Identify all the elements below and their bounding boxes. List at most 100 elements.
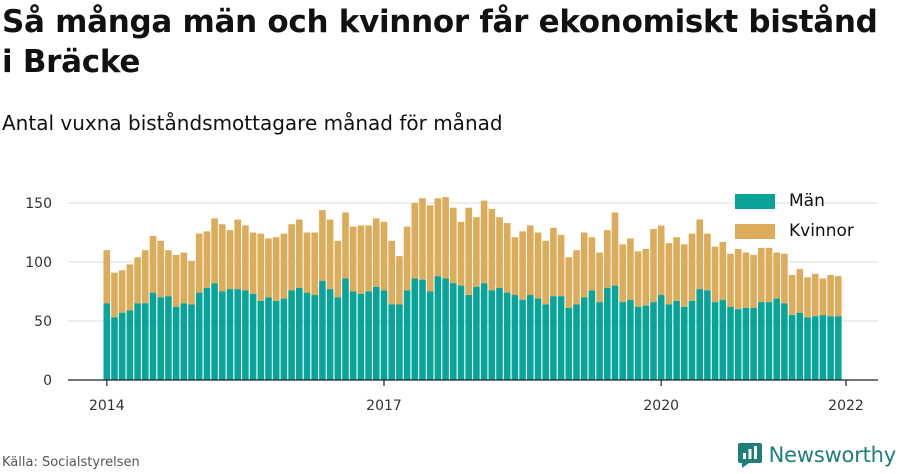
bar-man [550, 296, 557, 380]
bar-man [673, 300, 680, 380]
bar-kvinnor [519, 231, 526, 300]
bar-man [242, 290, 249, 380]
bar-kvinnor [311, 232, 318, 296]
legend-label-women: Kvinnor [789, 221, 854, 241]
bar-kvinnor [234, 219, 241, 290]
bar-kvinnor [288, 224, 295, 291]
bar-man [265, 297, 272, 380]
bar-man [527, 295, 534, 380]
source-note: Källa: Socialstyrelsen [2, 455, 140, 470]
bar-kvinnor [758, 247, 765, 303]
bar-man [118, 312, 126, 380]
bar-kvinnor [365, 225, 372, 292]
bar-man [111, 317, 118, 380]
bar-man [357, 293, 365, 380]
bar-man [203, 287, 211, 380]
bar-kvinnor [719, 241, 727, 300]
x-tick-label-2014: 2014 [89, 398, 125, 414]
bar-man [765, 302, 773, 380]
bar-kvinnor [473, 217, 480, 287]
bar-kvinnor [219, 224, 226, 292]
bar-kvinnor [688, 233, 696, 301]
bar-kvinnor [557, 234, 565, 297]
bar-kvinnor [596, 252, 603, 303]
bar-man [681, 306, 688, 380]
bar-kvinnor [357, 225, 365, 294]
bar-man [165, 296, 172, 380]
bar-kvinnor [781, 253, 788, 304]
bar-man [442, 278, 449, 380]
bar-man [134, 303, 141, 380]
bar-man [342, 278, 349, 380]
bar-man [781, 303, 788, 380]
y-tick-label-100: 100 [25, 255, 52, 271]
bar-kvinnor [203, 231, 211, 288]
bar-man [426, 291, 434, 380]
bar-kvinnor [773, 252, 780, 299]
bar-man [473, 286, 480, 380]
bar-man [665, 304, 673, 380]
bar-kvinnor [496, 217, 503, 288]
bar-kvinnor [480, 200, 488, 284]
bar-man [488, 290, 496, 380]
bar-man [365, 291, 372, 380]
bar-man [457, 285, 465, 380]
bar-man [503, 292, 511, 380]
bar-kvinnor [573, 250, 580, 305]
bar-man [627, 299, 634, 380]
stacked-bar-chart: 0 50 100 150 2014 2017 2020 2022 [25, 196, 878, 414]
y-axis-ticks: 0 50 100 150 [25, 196, 52, 389]
bar-kvinnor [650, 228, 657, 303]
bar-man [272, 300, 280, 380]
bar-kvinnor [634, 251, 642, 307]
bar-kvinnor [296, 219, 303, 288]
bar-kvinnor [565, 257, 573, 309]
bar-kvinnor [696, 219, 703, 290]
bar-man [727, 306, 734, 380]
bar-man [634, 306, 642, 380]
bar-man [657, 295, 665, 380]
bar-man [788, 315, 796, 380]
bar-man [696, 289, 703, 380]
bar-man [334, 297, 342, 380]
bar-kvinnor [411, 203, 419, 279]
bar-man [219, 291, 226, 380]
bar-man [711, 302, 719, 380]
bar-kvinnor [619, 244, 626, 303]
bar-kvinnor [118, 270, 126, 313]
bar-kvinnor [165, 250, 172, 297]
x-tick-label-2020: 2020 [643, 398, 679, 414]
bar-kvinnor [450, 207, 457, 284]
bar-kvinnor [373, 218, 380, 287]
bar-man [388, 304, 395, 380]
bar-kvinnor [542, 240, 549, 305]
bar-kvinnor [665, 243, 673, 305]
bar-kvinnor [396, 256, 403, 305]
bar-man [396, 304, 403, 380]
legend: Män Kvinnor [735, 186, 854, 246]
bar-man [773, 298, 780, 380]
bar-man [519, 299, 526, 380]
y-tick-label-150: 150 [25, 196, 52, 212]
bar-man [542, 304, 549, 380]
bar-man [827, 316, 834, 380]
bar-man [434, 276, 442, 380]
bar-man [573, 304, 580, 380]
bar-man [565, 308, 573, 380]
bar-kvinnor [265, 238, 272, 298]
bar-man [742, 308, 750, 380]
bar-man [596, 302, 603, 380]
y-tick-label-0: 0 [43, 373, 52, 389]
bar-kvinnor [142, 250, 149, 304]
legend-label-men: Män [789, 191, 825, 211]
bar-kvinnor [334, 240, 342, 298]
bar-kvinnor [349, 226, 357, 292]
bar-kvinnor [457, 221, 465, 286]
bar-kvinnor [604, 230, 611, 288]
bar-man [311, 295, 318, 380]
bar-man [142, 303, 149, 380]
bar-kvinnor [134, 257, 141, 304]
bar-kvinnor [380, 221, 388, 291]
bar-man [257, 300, 265, 380]
legend-item-women: Kvinnor [735, 216, 854, 246]
